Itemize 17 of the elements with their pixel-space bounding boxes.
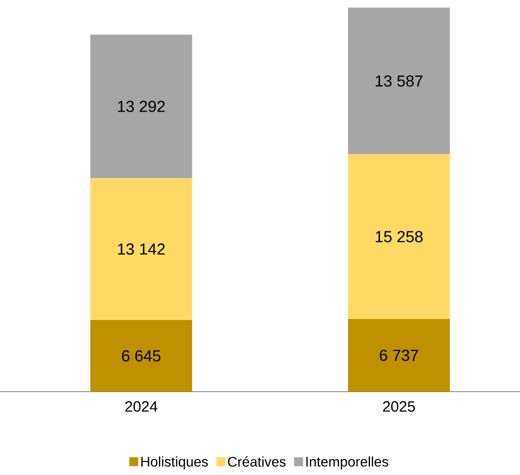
- data-label: 13 587: [376, 76, 422, 87]
- bar: [348, 319, 450, 392]
- bar: [90, 178, 192, 320]
- data-label: 13 142: [118, 244, 165, 255]
- bar: [348, 154, 450, 320]
- legend-label: Holistiques: [141, 456, 208, 470]
- data-label: 13 292: [118, 100, 165, 112]
- bar: [90, 320, 192, 392]
- legend-label: Créatives: [228, 456, 286, 467]
- x-tick-label: 2025: [383, 401, 415, 412]
- x-tick-label: 2024: [125, 401, 158, 412]
- legend-label: Intemporelles: [306, 456, 388, 470]
- data-label: 6 645: [122, 350, 160, 362]
- bar: [348, 8, 450, 154]
- bar: [90, 34, 192, 178]
- data-label: 6 737: [380, 350, 418, 362]
- data-label: 15 258: [376, 231, 423, 242]
